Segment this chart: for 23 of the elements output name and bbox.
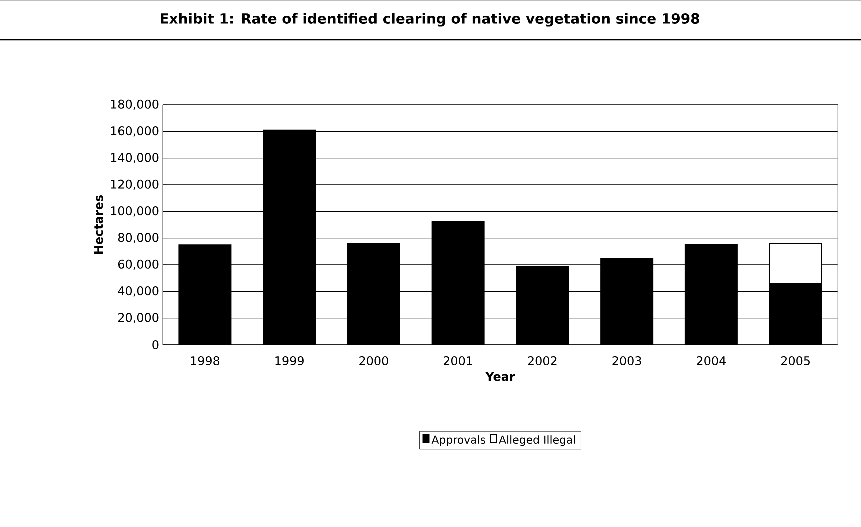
y-tick-label: 180,000: [111, 100, 159, 110]
y-tick-label: 100,000: [111, 206, 159, 217]
x-tick-label: 2003: [612, 356, 642, 366]
y-tick-label: 80,000: [118, 233, 159, 244]
x-tick-label: 2000: [360, 356, 388, 366]
x-tick-label: 2002: [528, 356, 557, 366]
y-tick-label: 40,000: [118, 286, 159, 297]
y-tick-label: 0: [152, 340, 159, 350]
x-tick-label: 2004: [697, 356, 726, 366]
y-tick-label: 120,000: [111, 180, 159, 190]
chart-title: Exhibit 1: Rate of identified clearing of native vegetation since 1998: [161, 13, 700, 27]
x-axis-title: Year: [486, 372, 516, 382]
legend-label: Alleged Illegal: [499, 436, 576, 446]
y-tick-label: 140,000: [111, 153, 159, 164]
y-axis-title: Hectares: [94, 196, 104, 254]
x-tick-label: 2001: [444, 356, 472, 366]
y-tick-label: 60,000: [118, 260, 159, 270]
x-tick-label: 1998: [191, 356, 220, 366]
x-tick-label: 2005: [781, 356, 810, 366]
y-tick-label: 160,000: [111, 126, 159, 137]
legend-label: Approvals: [432, 436, 486, 446]
x-tick-label: 1999: [276, 356, 304, 366]
y-tick-label: 20,000: [118, 313, 159, 324]
